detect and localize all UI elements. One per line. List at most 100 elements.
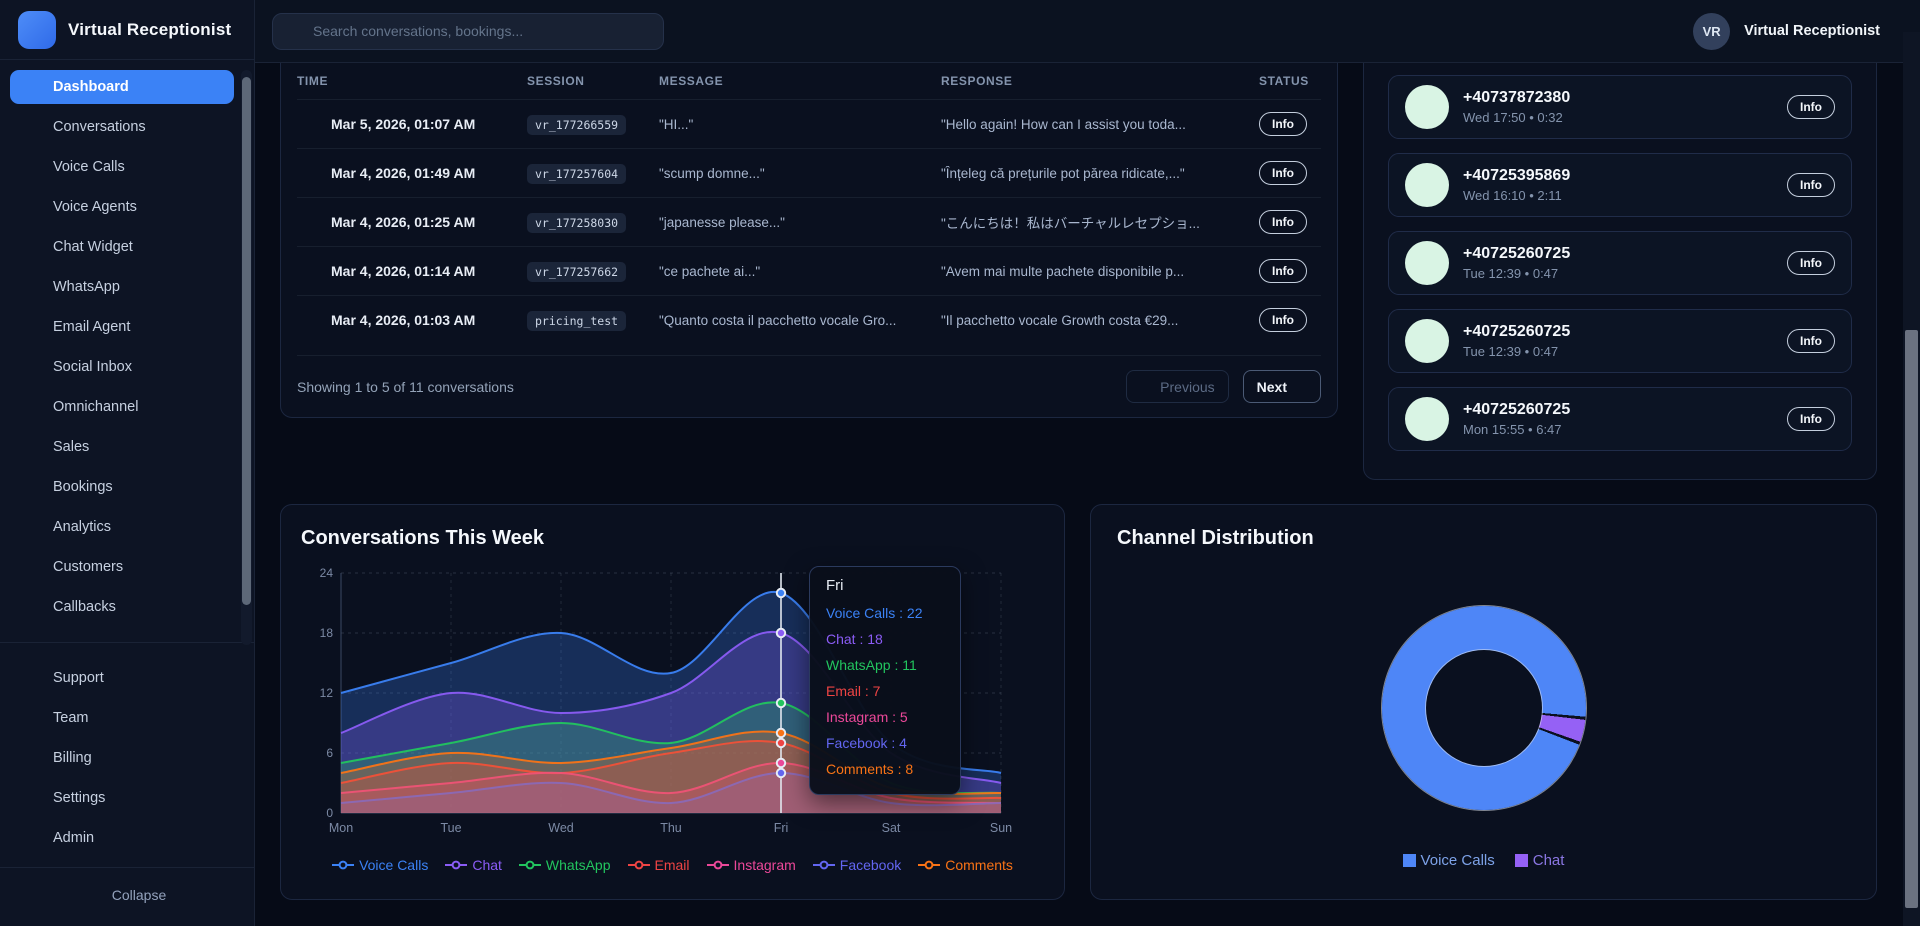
collapse-button[interactable]: Collapse [88,886,166,904]
scroll-up-icon[interactable] [1903,34,1920,52]
donut-chart [1381,606,1586,810]
chat-widget-icon [22,236,40,258]
expand-row-chevron-icon[interactable] [297,164,331,182]
sidebar-item-label: Email Agent [53,319,131,335]
info-button[interactable]: Info [1259,161,1307,185]
next-label: Next [1256,378,1287,395]
expand-row-chevron-icon[interactable] [297,213,331,231]
legend-item-chat[interactable]: Chat [1514,852,1564,869]
social-inbox-icon [22,356,40,378]
info-button[interactable]: Info [1259,259,1307,283]
sidebar-item-chat-widget[interactable]: Chat Widget [10,230,234,264]
info-button[interactable]: Info [1787,95,1835,119]
call-item[interactable]: +40737872380 Wed 17:50 • 0:32 Info [1388,75,1852,139]
sidebar-item-bookings[interactable]: Bookings [10,470,234,504]
sidebar-item-omnichannel[interactable]: Omnichannel [10,390,234,424]
legend-label: WhatsApp [545,857,611,873]
sidebar-item-social-inbox[interactable]: Social Inbox [10,350,234,384]
dashboard-icon [22,76,40,98]
call-item[interactable]: +40725260725 Tue 12:39 • 0:47 Info [1388,309,1852,373]
scroll-down-icon[interactable] [241,649,252,667]
call-meta: Mon 15:55 • 6:47 [1463,422,1562,437]
sidebar-item-conversations[interactable]: Conversations [10,110,234,144]
table-row[interactable]: Mar 5, 2026, 01:07 AM vr_177266559 "HI..."… [297,99,1321,148]
previous-page-button[interactable]: Previous [1126,370,1229,403]
sidebar-item-billing[interactable]: Billing [10,741,234,775]
sidebar-item-settings[interactable]: Settings [10,781,234,815]
page-scrollbar-thumb[interactable] [1905,330,1918,908]
sidebar-item-label: Callbacks [53,599,116,615]
sidebar-item-support[interactable]: Support [10,661,234,695]
search-input[interactable] [313,23,650,39]
table-footer: Showing 1 to 5 of 11 conversations Previ… [297,355,1321,417]
billing-icon [22,747,40,769]
sidebar-item-sales[interactable]: Sales [10,430,234,464]
svg-text:Tue: Tue [440,821,461,835]
table-row[interactable]: Mar 4, 2026, 01:25 AM vr_177258030 "japane… [297,197,1321,246]
sidebar-item-team[interactable]: Team [10,701,234,735]
pager: Previous Next [1126,370,1321,403]
legend-item-email[interactable]: Email [627,857,690,873]
sidebar-item-voice-agents[interactable]: Voice Agents [10,190,234,224]
legend-line-icon [627,860,650,870]
svg-text:6: 6 [326,746,333,760]
expand-row-chevron-icon[interactable] [297,311,331,329]
sidebar-scrollbar[interactable] [241,70,252,645]
legend-item-facebook[interactable]: Facebook [812,857,901,873]
area-chart: 0 6 12 18 24 Mon Tue Wed Thu Fri Sat Sun Fri Voice Ca… [301,558,1044,855]
theme-toggle-button[interactable] [1607,19,1628,43]
sidebar-item-voice-calls[interactable]: Voice Calls [10,150,234,184]
legend-item-chat[interactable]: Chat [445,857,502,873]
call-item[interactable]: +40725260725 Tue 12:39 • 0:47 Info [1388,231,1852,295]
table-row[interactable]: Mar 4, 2026, 01:49 AM vr_177257604 "scump … [297,148,1321,197]
row-response: "こんにちは！私はバーチャルレセプショ... [941,216,1200,231]
sales-icon [22,436,40,458]
settings-icon [22,787,40,809]
sidebar-item-label: Social Inbox [53,359,132,375]
info-button[interactable]: Info [1787,173,1835,197]
row-response: "Hello again! How can I assist you toda.… [941,116,1186,132]
expand-row-chevron-icon[interactable] [297,262,331,280]
sidebar-item-customers[interactable]: Customers [10,550,234,584]
sidebar-item-analytics[interactable]: Analytics [10,510,234,544]
legend-swatch [1514,854,1528,867]
call-item[interactable]: +40725260725 Mon 15:55 • 6:47 Info [1388,387,1852,451]
sidebar-item-callbacks[interactable]: Callbacks [10,590,234,624]
chevron-left-icon [88,886,103,904]
info-button[interactable]: Info [1787,329,1835,353]
table-body: Mar 5, 2026, 01:07 AM vr_177266559 "HI..."… [297,99,1321,344]
calls-list: +40737872380 Wed 17:50 • 0:32 Info +4072539… [1388,75,1852,451]
sidebar-item-dashboard[interactable]: Dashboard [10,70,234,104]
sidebar-item-whatsapp[interactable]: WhatsApp [10,270,234,304]
active-dot [775,757,787,769]
legend-item-comments[interactable]: Comments [918,857,1013,873]
next-page-button[interactable]: Next [1242,370,1321,403]
sidebar-scrollbar-thumb[interactable] [242,77,251,605]
legend-item-voice-calls[interactable]: Voice Calls [332,857,428,873]
chevron-left-icon [1140,378,1154,395]
expand-row-chevron-icon[interactable] [297,115,331,133]
table-row[interactable]: Mar 4, 2026, 01:14 AM vr_177257662 "ce pac… [297,246,1321,295]
info-button[interactable]: Info [1259,308,1307,332]
area-series-facebook [341,773,1001,813]
notifications-button[interactable] [1650,19,1671,43]
search-box[interactable] [272,12,664,50]
legend-item-instagram[interactable]: Instagram [706,857,796,873]
table-row[interactable]: Mar 4, 2026, 01:03 AM pricing_test "Quanto… [297,295,1321,344]
legend-label: Voice Calls [1420,852,1495,869]
page-scrollbar[interactable] [1903,32,1920,926]
info-button[interactable]: Info [1787,251,1835,275]
info-button[interactable]: Info [1259,210,1307,234]
sidebar-secondary-nav: Support Team Billing Settings Admin [0,649,254,867]
sidebar-item-admin[interactable]: Admin [10,821,234,855]
sidebar-item-email-agent[interactable]: Email Agent [10,310,234,344]
channel-distribution-card: Channel Distribution Voice Calls Chat [1090,504,1877,900]
avatar[interactable]: VR [1693,12,1731,50]
info-button[interactable]: Info [1787,407,1835,431]
legend-item-voice-calls[interactable]: Voice Calls [1402,852,1495,869]
tooltip-entry: Email : 7 [826,683,881,699]
call-item[interactable]: +40725395869 Wed 16:10 • 2:11 Info [1388,153,1852,217]
legend-item-whatsapp[interactable]: WhatsApp [518,857,611,873]
scroll-down-icon[interactable] [1903,908,1920,926]
info-button[interactable]: Info [1259,112,1307,136]
